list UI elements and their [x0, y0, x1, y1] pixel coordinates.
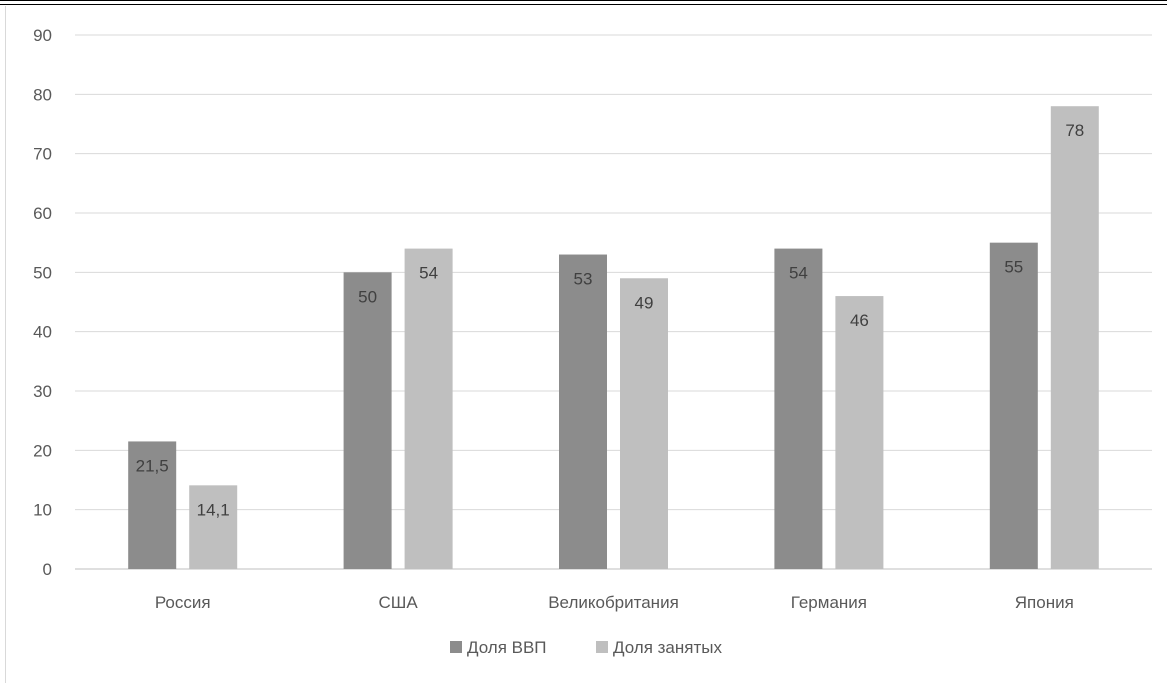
gridlines [75, 34, 1152, 570]
data-label: 53 [574, 270, 593, 289]
y-tick-label: 30 [33, 382, 52, 401]
data-label: 55 [1004, 258, 1023, 277]
bar-employment-share [189, 485, 238, 569]
y-tick-label: 0 [43, 560, 52, 579]
data-label: 49 [635, 293, 654, 312]
bar-gdp-share [343, 272, 392, 569]
bar-gdp-share [559, 254, 607, 570]
legend-label-employment-share: Доля занятых [613, 638, 722, 657]
x-axis: Россия США Великобритания Германия Япония [155, 593, 1074, 612]
legend-swatch-gdp-share [450, 641, 462, 653]
bar-employment-share [835, 296, 884, 569]
data-label: 78 [1065, 121, 1084, 140]
top-border [0, 0, 1167, 5]
bar-employment-share [620, 278, 668, 569]
legend-swatch-employment-share [596, 641, 608, 653]
y-tick-label: 70 [33, 145, 52, 164]
y-tick-label: 10 [33, 501, 52, 520]
data-label: 46 [850, 311, 869, 330]
y-tick-label: 80 [33, 85, 52, 104]
legend: Доля ВВП Доля занятых [450, 638, 722, 657]
y-tick-label: 20 [33, 441, 52, 460]
category-label: Великобритания [548, 593, 679, 612]
legend-label-gdp-share: Доля ВВП [467, 638, 547, 657]
bar-gdp-share [128, 441, 177, 569]
bar-employment-share [404, 248, 453, 569]
y-tick-label: 90 [33, 26, 52, 45]
y-tick-label: 60 [33, 204, 52, 223]
left-border [5, 6, 6, 683]
data-label: 50 [358, 287, 377, 306]
bar-gdp-share [774, 248, 823, 569]
y-tick-label: 40 [33, 323, 52, 342]
bars: 21,5 14,1 50 54 53 49 54 46 55 78 [128, 106, 1099, 570]
y-tick-label: 50 [33, 263, 52, 282]
bar-employment-share [1050, 106, 1099, 569]
data-label: 14,1 [197, 500, 230, 519]
bar-gdp-share [989, 242, 1038, 569]
y-axis: 0 10 20 30 40 50 60 70 80 90 [33, 26, 52, 579]
data-label: 21,5 [136, 456, 169, 475]
data-label: 54 [789, 264, 808, 283]
data-label: 54 [419, 264, 438, 283]
category-label: Япония [1015, 593, 1074, 612]
category-label: Россия [155, 593, 211, 612]
category-label: Германия [791, 593, 867, 612]
category-label: США [378, 593, 418, 612]
